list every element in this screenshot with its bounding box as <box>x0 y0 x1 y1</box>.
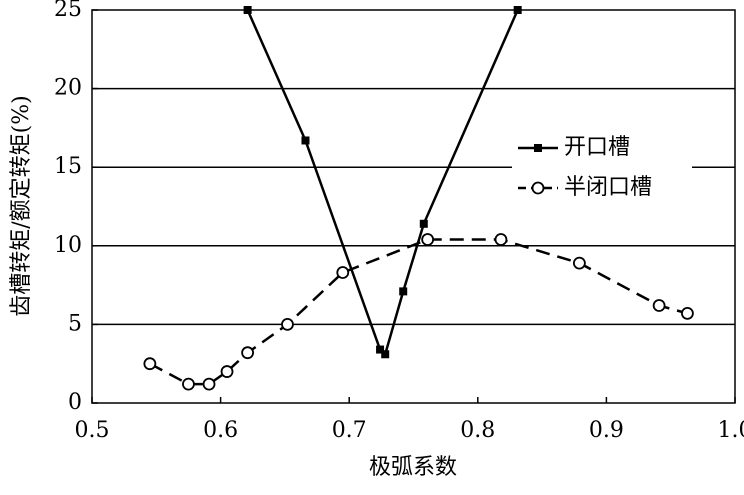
legend-label: 开口槽 <box>564 135 630 160</box>
marker <box>144 358 155 369</box>
x-tick-label: 0.6 <box>203 418 238 443</box>
marker <box>244 6 252 14</box>
legend-label: 半闭口槽 <box>564 175 652 200</box>
marker <box>420 220 428 228</box>
marker <box>204 379 215 390</box>
y-axis-label: 齿槽转矩/额定转矩(%) <box>9 95 34 316</box>
x-tick-label: 0.9 <box>589 418 624 443</box>
marker <box>183 379 194 390</box>
marker <box>574 258 585 269</box>
x-tick-label: 0.7 <box>332 418 367 443</box>
y-tick-label: 25 <box>54 0 82 22</box>
marker <box>222 366 233 377</box>
marker <box>381 350 389 358</box>
marker <box>337 267 348 278</box>
y-tick-label: 0 <box>68 390 82 415</box>
y-tick-label: 20 <box>54 76 82 101</box>
x-tick-label: 0.5 <box>75 418 110 443</box>
marker <box>495 234 506 245</box>
legend-marker <box>533 183 544 194</box>
marker <box>301 136 309 144</box>
series-line <box>150 240 688 385</box>
marker <box>282 319 293 330</box>
marker <box>514 6 522 14</box>
x-tick-label: 1.0 <box>718 418 744 443</box>
y-tick-label: 5 <box>68 311 82 336</box>
marker <box>242 347 253 358</box>
x-tick-label: 0.8 <box>460 418 495 443</box>
legend-marker <box>534 144 542 152</box>
marker <box>682 308 693 319</box>
y-tick-label: 15 <box>54 154 82 179</box>
y-tick-label: 10 <box>54 233 82 258</box>
series-line <box>248 10 518 354</box>
marker <box>422 234 433 245</box>
marker <box>399 287 407 295</box>
marker <box>654 300 665 311</box>
x-axis-label: 极弧系数 <box>369 455 457 480</box>
